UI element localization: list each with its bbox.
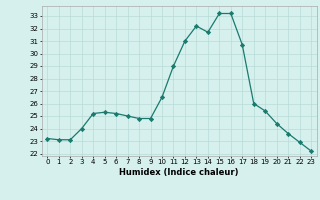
X-axis label: Humidex (Indice chaleur): Humidex (Indice chaleur) bbox=[119, 168, 239, 177]
